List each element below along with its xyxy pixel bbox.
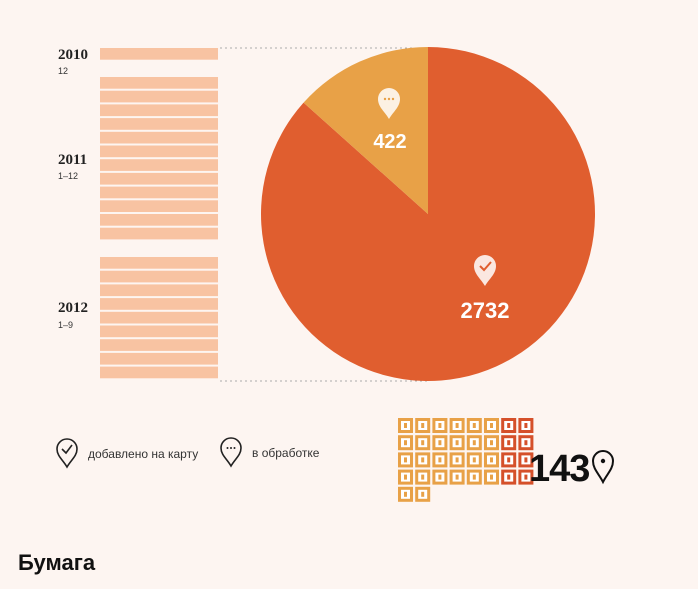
- grid-cell: [398, 469, 413, 485]
- timeline-bar-2011-1: [100, 77, 218, 89]
- grid-cell: [466, 469, 482, 485]
- timeline-bar-2011-6: [100, 145, 218, 158]
- pie-slice-2732: [261, 47, 596, 382]
- pie-value-label-2732: 2732: [461, 298, 510, 323]
- timeline-bar-2012-2: [100, 270, 218, 283]
- legend-pin-check-icon: [56, 438, 78, 469]
- grid-cell: [501, 452, 517, 468]
- grid-cell: [415, 452, 431, 468]
- grid-cell: [466, 418, 482, 433]
- timeline-bar-2012-5: [100, 311, 218, 324]
- grid-cell: [449, 418, 465, 433]
- legend-icons: [56, 437, 242, 469]
- legend-label-added: добавлено на карту: [88, 447, 199, 461]
- pie-slice-422: [303, 47, 428, 214]
- total-counter: 143: [529, 448, 590, 490]
- month-label-2011: 1–12: [58, 171, 79, 181]
- grid-cell: [518, 469, 534, 485]
- grid-cell: [501, 435, 517, 451]
- timeline-bar-2011-4: [100, 118, 218, 130]
- grid-cell: [432, 418, 448, 433]
- timeline-bar-2012-8: [100, 352, 218, 365]
- grid-cell: [518, 452, 534, 468]
- grid-cell: [415, 469, 431, 485]
- timeline-bar-2012-4: [100, 298, 218, 310]
- timeline-bar-2012-1: [100, 257, 218, 269]
- timeline-bar-2011-12: [100, 227, 218, 240]
- pie-value-label-422: 422: [373, 131, 406, 153]
- grid-cell: [432, 435, 448, 451]
- grid-cell: [415, 486, 431, 502]
- timeline-bar-2012-6: [100, 325, 218, 338]
- year-label-2011: 2011: [58, 152, 88, 168]
- grid-cell: [466, 452, 482, 468]
- legend-label-processing: в обработке: [252, 446, 320, 460]
- pie-pin-2732: [474, 255, 496, 286]
- year-label-2010: 2010: [58, 47, 88, 63]
- timeline-bar-2012-7: [100, 339, 218, 351]
- timeline-bar-2010-1: [100, 48, 218, 60]
- month-label-2010: 12: [58, 66, 69, 76]
- timeline-bar-2011-10: [100, 200, 218, 212]
- grid-cell: [449, 452, 465, 468]
- grid-cell: [432, 469, 448, 485]
- timeline-bar-2012-3: [100, 284, 218, 297]
- pie-chart: 2732 422: [261, 47, 596, 382]
- timeline-bar-2011-5: [100, 131, 218, 144]
- grid-cell: [466, 435, 482, 451]
- counter-pin-icon: [591, 450, 615, 485]
- grid-cell: [398, 486, 413, 502]
- counter-grid: [398, 418, 615, 502]
- timeline-bar-2011-2: [100, 90, 218, 103]
- timeline-bars: [100, 48, 218, 379]
- timeline-bar-2012-9: [100, 366, 218, 379]
- grid-cell: [398, 435, 413, 451]
- timeline-bar-2011-8: [100, 172, 218, 185]
- grid-cell: [432, 452, 448, 468]
- grid-cell: [484, 469, 499, 485]
- grid-cell: [449, 469, 465, 485]
- grid-cell: [449, 435, 465, 451]
- timeline-bar-2011-7: [100, 159, 218, 171]
- grid-cell: [501, 469, 517, 485]
- timeline-bar-2011-9: [100, 186, 218, 199]
- grid-cell: [518, 418, 534, 433]
- timeline-bar-2011-3: [100, 104, 218, 117]
- grid-cell: [484, 452, 499, 468]
- brand-logo-text: Бумага: [18, 550, 96, 575]
- timeline-bar-2011-11: [100, 214, 218, 226]
- grid-cell: [484, 435, 499, 451]
- grid-cell: [484, 418, 499, 433]
- grid-cell: [501, 418, 517, 433]
- legend-pin-dots-icon: [220, 437, 242, 468]
- year-label-2012: 2012: [58, 300, 88, 316]
- grid-cell: [398, 452, 413, 468]
- month-label-2012: 1–9: [58, 320, 74, 330]
- grid-cell: [415, 418, 431, 433]
- grid-cell: [518, 435, 534, 451]
- grid-cell: [398, 418, 413, 433]
- grid-cell: [415, 435, 431, 451]
- pie-pin-422: [378, 88, 400, 119]
